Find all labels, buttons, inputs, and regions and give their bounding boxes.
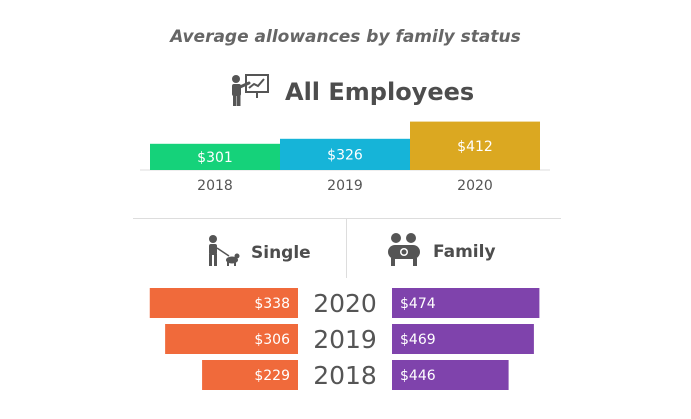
data-label-2020: $412 (457, 139, 493, 155)
year-label-2018: 2018 (313, 361, 377, 390)
family-icon (385, 232, 423, 272)
group-title-single: Single (251, 243, 311, 263)
single-label-2020: $338 (254, 296, 290, 312)
section-title-all-employees: All Employees (285, 78, 475, 106)
x-tick-2019: 2019 (327, 178, 363, 194)
family-label-2019: $469 (400, 332, 436, 348)
chart-title: Average allowances by family status (170, 27, 521, 47)
single-bar-2019 (165, 324, 298, 354)
all-employees-header: All Employees (229, 74, 474, 110)
bar-2019 (280, 138, 410, 170)
family-bar-2018 (392, 360, 509, 390)
all-employees-bar-chart: $301 2018 $326 2019 $412 2020 (140, 121, 550, 194)
bar-2020 (410, 121, 540, 170)
bar-2018 (150, 143, 280, 170)
horizontal-divider (133, 218, 561, 219)
single-label-2018: $229 (254, 368, 290, 384)
family-header: Family (385, 232, 496, 272)
family-bar-2019 (392, 324, 534, 354)
single-bar-2018 (202, 360, 298, 390)
single-bar-2020 (149, 288, 298, 318)
family-label-2020: $474 (400, 296, 436, 312)
year-label-2020: 2020 (313, 289, 377, 318)
presenter-chart-icon (229, 73, 271, 111)
family-label-2018: $446 (400, 368, 436, 384)
family-bar-2020 (392, 288, 540, 318)
data-label-2019: $326 (327, 147, 363, 163)
x-tick-2018: 2018 (197, 178, 233, 194)
vertical-divider (346, 218, 347, 278)
year-label-2019: 2019 (313, 325, 377, 354)
data-label-2018: $301 (197, 150, 233, 166)
person-walking-dog-icon (205, 234, 241, 272)
group-title-family: Family (433, 242, 496, 262)
x-tick-2020: 2020 (457, 178, 493, 194)
single-header: Single (205, 234, 311, 272)
single-label-2019: $306 (254, 332, 290, 348)
